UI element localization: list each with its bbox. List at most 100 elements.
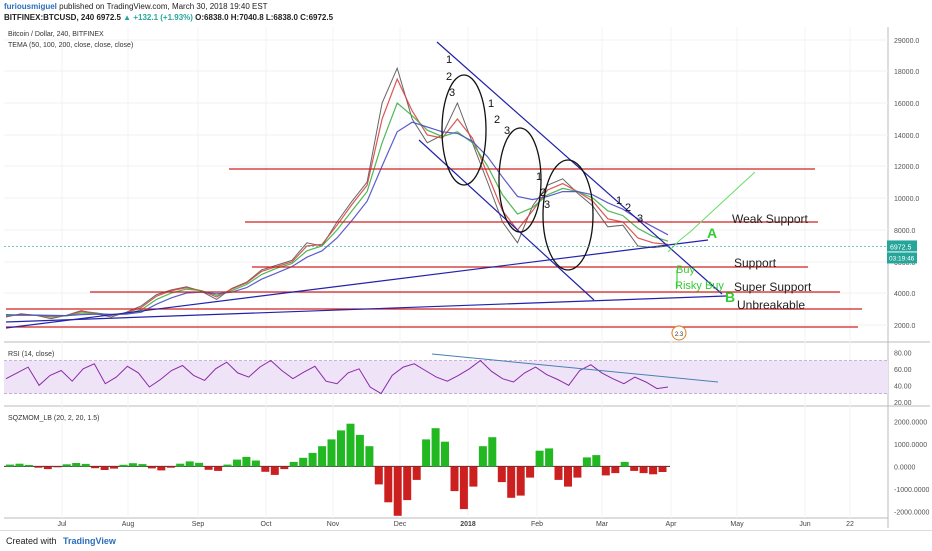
sqz-bar xyxy=(280,466,289,470)
wave-label: 2 xyxy=(625,202,631,214)
trend-line xyxy=(436,41,723,295)
sqz-bar xyxy=(176,463,185,467)
wave-label: 2 xyxy=(494,114,500,126)
sqz-bar xyxy=(289,461,298,467)
sqz-bar xyxy=(195,462,204,467)
sqz-bar xyxy=(308,452,317,467)
wave-ellipse xyxy=(441,74,487,186)
last-price-tag xyxy=(887,240,917,252)
risky-buy-label: Risky Buy xyxy=(675,280,724,292)
sqz-bar xyxy=(119,464,128,467)
ohlc-values: O:6838.0 H:7040.8 L:6838.0 C:6972.5 xyxy=(195,13,334,22)
x-tick-label: 2018 xyxy=(460,521,476,528)
sqz-bar xyxy=(34,466,43,468)
sqz-bar xyxy=(488,437,497,467)
sqz-bar xyxy=(242,456,251,467)
price-change: +132.1 (+1.93%) xyxy=(133,13,193,22)
sqz-bar xyxy=(441,441,449,467)
y-tick-label: 2000.0 xyxy=(894,323,916,330)
sqz-bar xyxy=(81,463,90,467)
point-label-b: B xyxy=(725,289,735,305)
sqz-bar xyxy=(459,466,468,510)
marker-label: 2.3 xyxy=(675,332,684,338)
x-tick-label: Sep xyxy=(192,521,205,528)
price-series-line xyxy=(5,66,669,320)
sqz-bar xyxy=(43,466,52,470)
support-label: Super Support xyxy=(734,280,812,294)
sqz-bar xyxy=(91,466,100,469)
sqz-bar xyxy=(545,448,554,467)
sqz-bar xyxy=(649,466,658,475)
chart-title: Bitcoin / Dollar, 240, BITFINEX xyxy=(8,31,104,38)
sqz-bar xyxy=(365,446,374,467)
chart-canvas[interactable]: 2000.04000.06000.08000.010000.012000.014… xyxy=(0,0,932,530)
x-tick-label: May xyxy=(730,521,744,528)
y-tick-label: 18000.0 xyxy=(894,69,919,76)
author-link[interactable]: furiousmiguel xyxy=(4,2,57,11)
wave-label: 1 xyxy=(616,195,622,207)
footer: Created with TradingView xyxy=(0,530,932,551)
sqz-bar xyxy=(630,466,639,471)
rsi-tick-label: 60.00 xyxy=(894,367,912,374)
sqz-bar xyxy=(327,439,336,467)
sqz-bar xyxy=(299,457,308,467)
support-label: Support xyxy=(734,256,777,270)
trend-line xyxy=(5,295,727,323)
x-tick-label: Oct xyxy=(261,521,272,528)
sqz-bar xyxy=(214,466,223,471)
sqz-bar xyxy=(601,466,610,476)
publish-header: furiousmiguel published on TradingView.c… xyxy=(4,2,268,12)
sqz-bar xyxy=(554,466,563,480)
wave-label: 3 xyxy=(544,199,550,211)
symbol-info: BITFINEX:BTCUSD, 240 xyxy=(4,13,95,22)
sqz-bar xyxy=(233,459,241,467)
sqz-bar xyxy=(110,466,118,469)
y-tick-label: 14000.0 xyxy=(894,133,919,140)
publish-info: published on TradingView.com, March 30, … xyxy=(59,2,268,11)
rsi-tick-label: 20.00 xyxy=(894,400,912,407)
sqz-bar xyxy=(620,461,629,467)
y-tick-label: 16000.0 xyxy=(894,101,919,108)
sqz-bar xyxy=(53,466,62,468)
sqz-bar xyxy=(516,466,525,496)
y-tick-label: 12000.0 xyxy=(894,164,919,171)
sqz-bar xyxy=(582,457,591,467)
x-tick-label: Jun xyxy=(799,521,810,528)
last-price: 6972.5 xyxy=(96,13,121,22)
x-tick-label: Jul xyxy=(58,521,67,528)
sqz-bar xyxy=(403,466,412,501)
rsi-band xyxy=(4,360,888,394)
wave-label: 3 xyxy=(449,87,455,99)
y-tick-label: 29000.0 xyxy=(894,38,919,45)
rsi-tick-label: 40.00 xyxy=(894,383,912,390)
marker-badge xyxy=(671,325,687,341)
sqz-bar xyxy=(412,466,421,480)
y-tick-label: 10000.0 xyxy=(894,196,919,203)
point-label-a: A xyxy=(707,225,717,241)
sqz-bar xyxy=(270,466,279,475)
sqz-bar xyxy=(469,466,478,487)
sqz-tick-label: 1000.0000 xyxy=(894,442,927,449)
sqz-bar xyxy=(374,466,383,485)
tradingview-logo[interactable]: TradingView xyxy=(63,536,116,546)
y-tick-label: 8000.0 xyxy=(894,228,916,235)
sqz-bar xyxy=(166,466,175,468)
sqz-bar xyxy=(526,466,535,478)
sqz-bar xyxy=(157,466,166,471)
sqz-tick-label: 2000.0000 xyxy=(894,419,927,426)
sqz-bar xyxy=(564,466,572,487)
wave-ellipse xyxy=(498,127,542,233)
sqz-tick-label: -1000.0000 xyxy=(894,487,930,494)
sqz-bar xyxy=(147,466,156,469)
sqz-bar xyxy=(100,466,109,470)
support-label: Unbreakable xyxy=(737,298,805,312)
sqz-bar xyxy=(507,466,516,498)
sqz-bar xyxy=(535,450,544,467)
wave-label: 3 xyxy=(637,213,643,225)
buy-label: Buy xyxy=(676,264,695,276)
sqz-tick-label: 0.0000 xyxy=(894,464,916,471)
wave-label: 2 xyxy=(446,71,452,83)
sqz-bar xyxy=(355,434,364,467)
sqz-bar xyxy=(478,446,487,467)
sqz-bar xyxy=(62,464,71,467)
